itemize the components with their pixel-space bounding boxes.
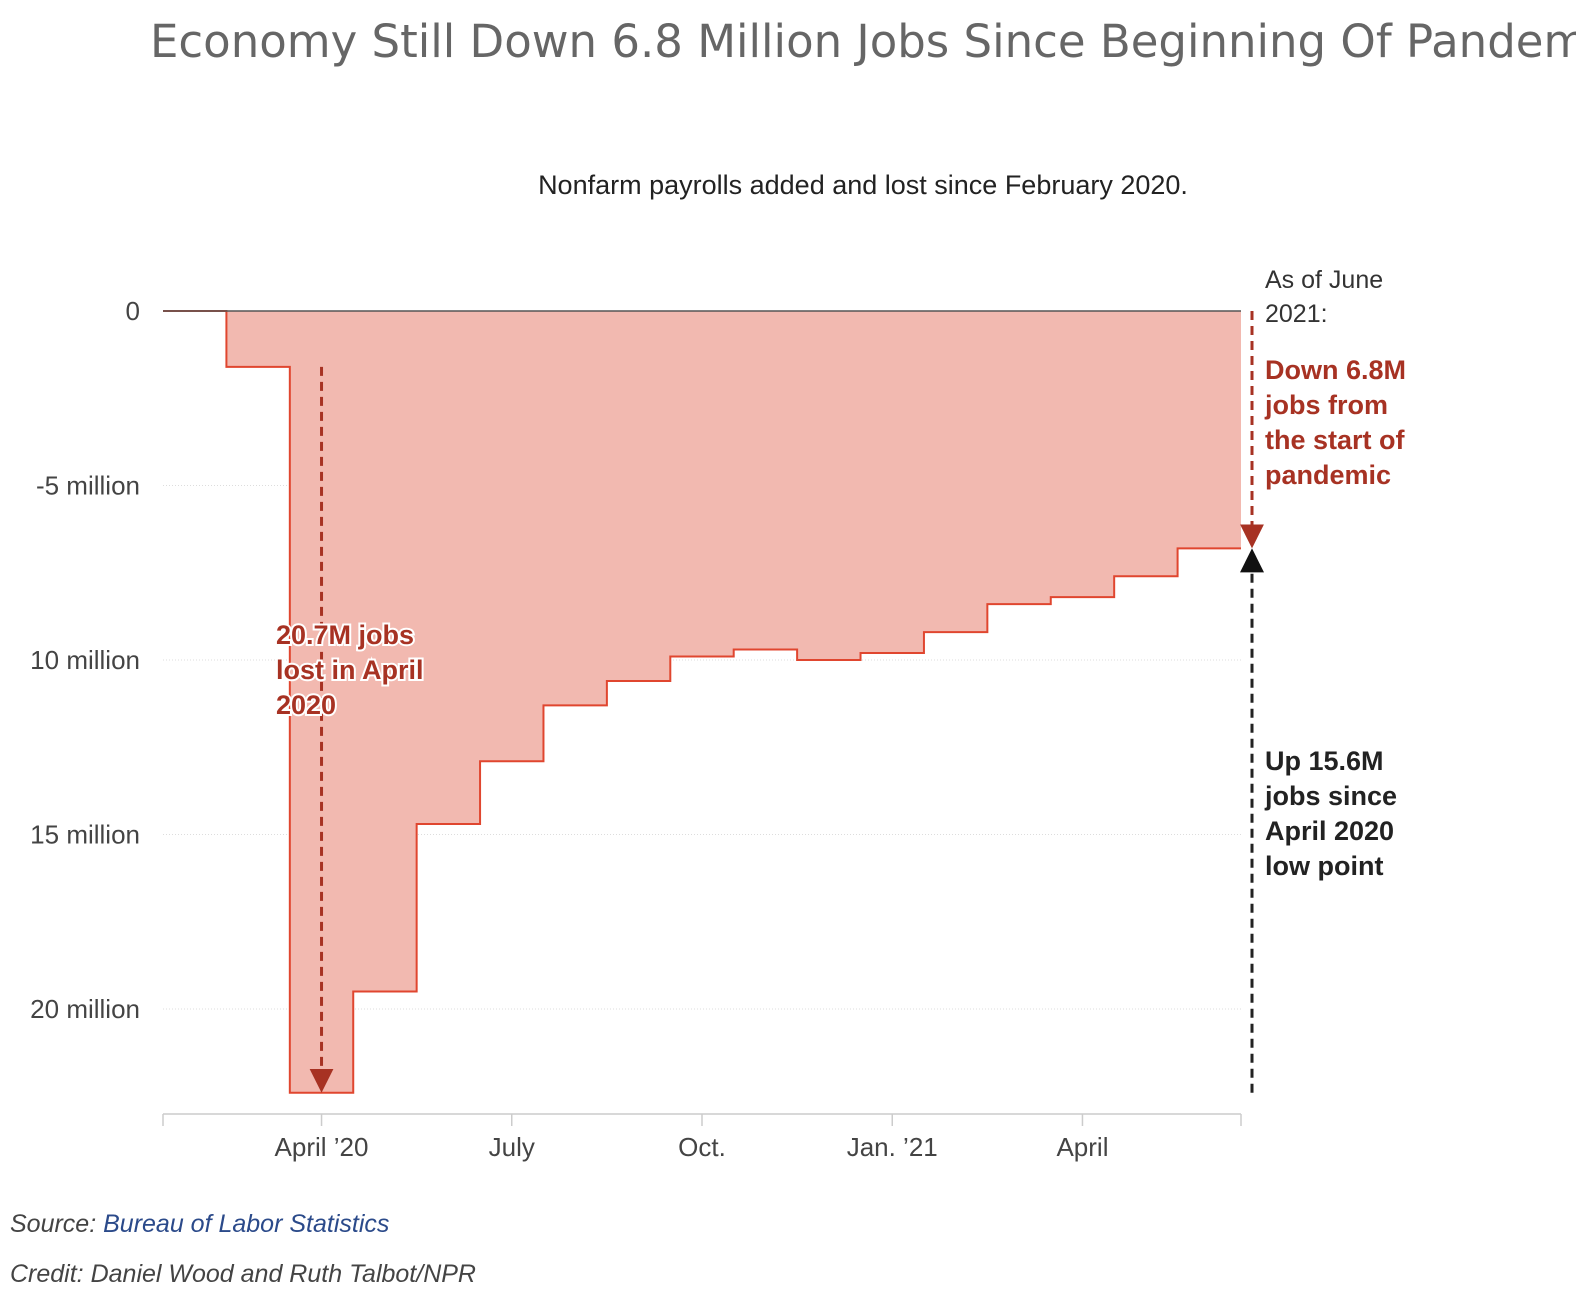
x-tick-label: July [489, 1132, 535, 1162]
up-since-low-label-line: April 2020 [1265, 816, 1394, 846]
y-tick-label: 15 million [30, 820, 140, 850]
x-tick-label: April ’20 [275, 1132, 369, 1162]
april-loss-label-line: 2020 [276, 690, 336, 720]
y-tick-label: -5 million [36, 471, 140, 501]
y-tick-label: 0 [126, 296, 140, 326]
down-since-start-label: Down 6.8M jobs from the start of pandemic [1264, 355, 1406, 490]
series-line [163, 310, 1241, 1094]
up-since-low-label-line: Up 15.6M [1265, 746, 1384, 776]
april-loss-label-line: 20.7M jobs [276, 620, 414, 650]
chart-subtitle: Nonfarm payrolls added and lost since Fe… [538, 170, 1188, 200]
area-layer [163, 310, 1241, 1094]
as-of-label-line: 2021: [1265, 300, 1328, 328]
down-since-start-label-line: the start of [1265, 425, 1406, 455]
credit-line: Credit: Daniel Wood and Ruth Talbot/NPR [10, 1260, 476, 1288]
x-tick-label: Jan. ’21 [847, 1132, 938, 1162]
annotation-layer: 20.7M jobs lost in April 2020 As of June 202… [274, 266, 1406, 1093]
y-tick-label: 10 million [30, 645, 140, 675]
up-since-low-label: Up 15.6M jobs since April 2020 low point [1264, 746, 1397, 881]
chart-title: Economy Still Down 6.8 Million Jobs Sinc… [150, 15, 1576, 68]
area-fill [163, 311, 1241, 1093]
april-loss-label-line: lost in April [276, 655, 424, 685]
up-since-low-label-line: jobs since [1264, 781, 1397, 811]
as-of-label: As of June 2021: [1265, 266, 1383, 328]
down-since-start-label-line: Down 6.8M [1265, 355, 1406, 385]
down-since-start-label-line: jobs from [1264, 390, 1388, 420]
source-line: Source: Bureau of Labor Statistics [10, 1210, 389, 1239]
x-tick-label: April [1056, 1132, 1108, 1162]
source-prefix: Source: [10, 1210, 104, 1238]
up-since-low-label-line: low point [1265, 851, 1383, 881]
down-since-start-label-line: pandemic [1265, 460, 1391, 490]
axis-layer: 0 -5 million 10 million 15 million 20 millio… [30, 296, 1242, 1162]
as-of-label-line: As of June [1265, 266, 1383, 294]
x-tick-label: Oct. [678, 1132, 726, 1162]
y-tick-label: 20 million [30, 994, 140, 1024]
april-loss-label: 20.7M jobs lost in April 2020 [276, 620, 424, 720]
source-link[interactable]: Bureau of Labor Statistics [103, 1210, 390, 1238]
